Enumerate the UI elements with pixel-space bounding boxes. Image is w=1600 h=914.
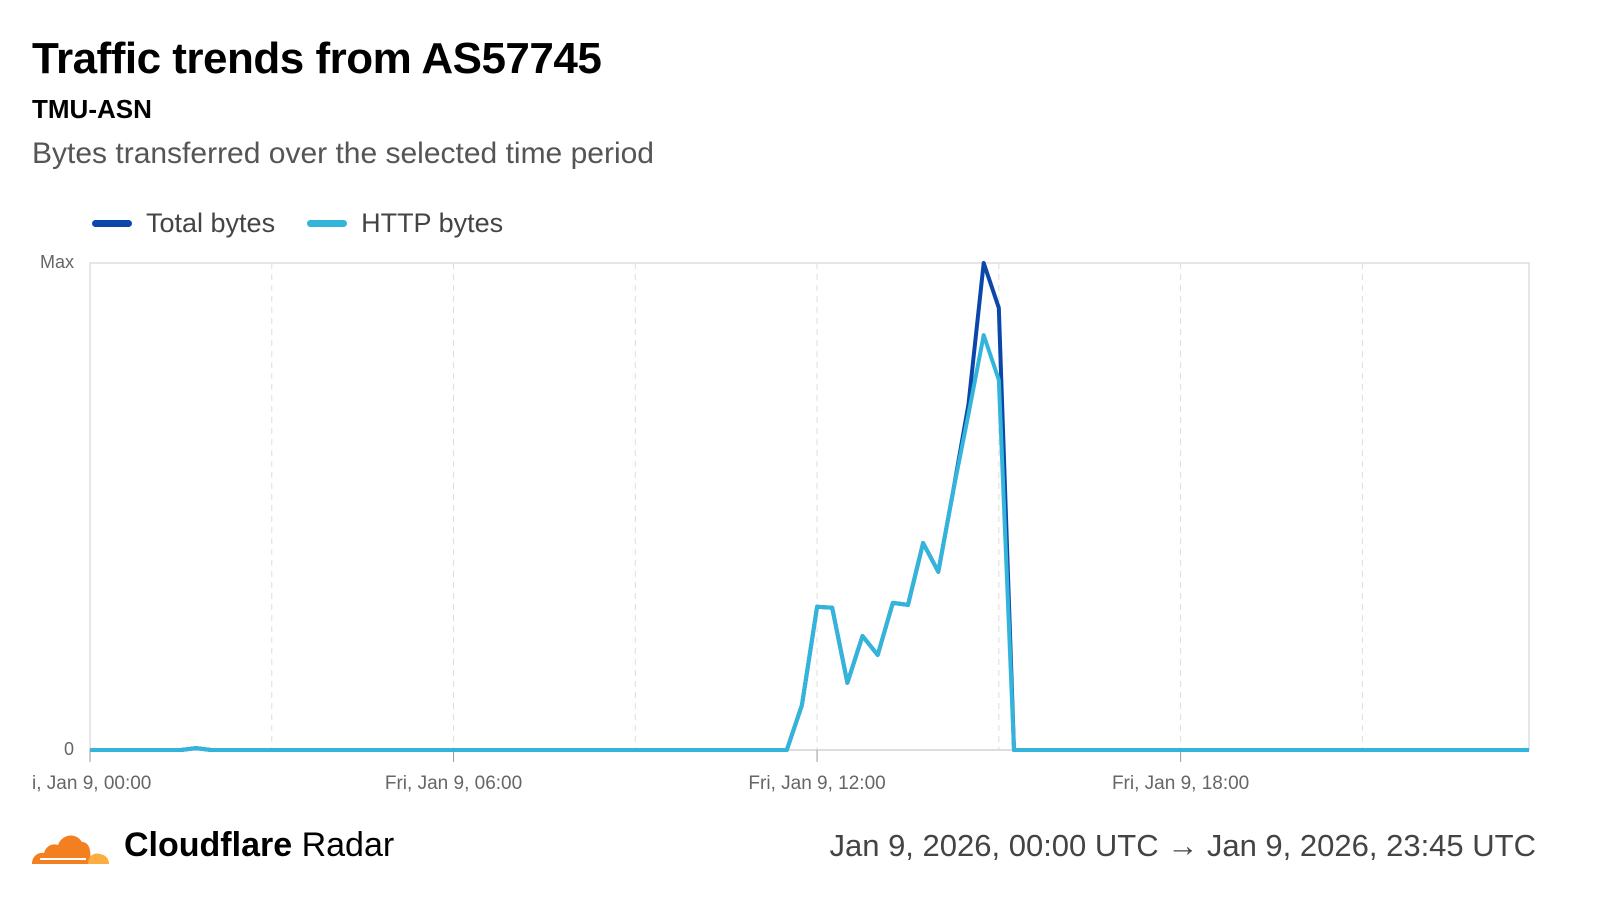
brand-bold: Cloudflare <box>124 826 293 864</box>
x-tick-label: i, Jan 9, 00:00 <box>32 773 151 794</box>
x-tick-label: Fri, Jan 9, 12:00 <box>748 773 885 794</box>
chart-description: Bytes transferred over the selected time… <box>32 137 654 170</box>
time-range: Jan 9, 2026, 00:00 UTC → Jan 9, 2026, 23… <box>829 828 1536 863</box>
cloudflare-cloud-icon <box>32 835 109 864</box>
plot-frame <box>89 262 1530 751</box>
legend-label: HTTP bytes <box>361 208 504 238</box>
legend: Total bytes HTTP bytes <box>92 208 503 239</box>
legend-label: Total bytes <box>146 208 276 238</box>
page-title: Traffic trends from AS57745 <box>32 34 602 83</box>
legend-swatch-total <box>92 220 132 227</box>
series-line-http-bytes <box>90 333 1529 752</box>
series-line-total-bytes <box>90 261 1529 752</box>
x-tick-label: Fri, Jan 9, 06:00 <box>385 773 522 794</box>
y-tick-zero: 0 <box>64 739 74 759</box>
x-tick-label: Fri, Jan 9, 18:00 <box>1112 773 1249 794</box>
y-tick-max: Max <box>40 252 74 272</box>
asn-name: TMU-ASN <box>32 94 152 124</box>
cloudflare-radar-logo: Cloudflare Radar <box>30 826 394 865</box>
legend-item-http-bytes[interactable]: HTTP bytes <box>307 208 503 239</box>
legend-item-total-bytes[interactable]: Total bytes <box>92 208 275 239</box>
legend-swatch-http <box>307 220 348 227</box>
brand-light: Radar <box>301 826 395 864</box>
